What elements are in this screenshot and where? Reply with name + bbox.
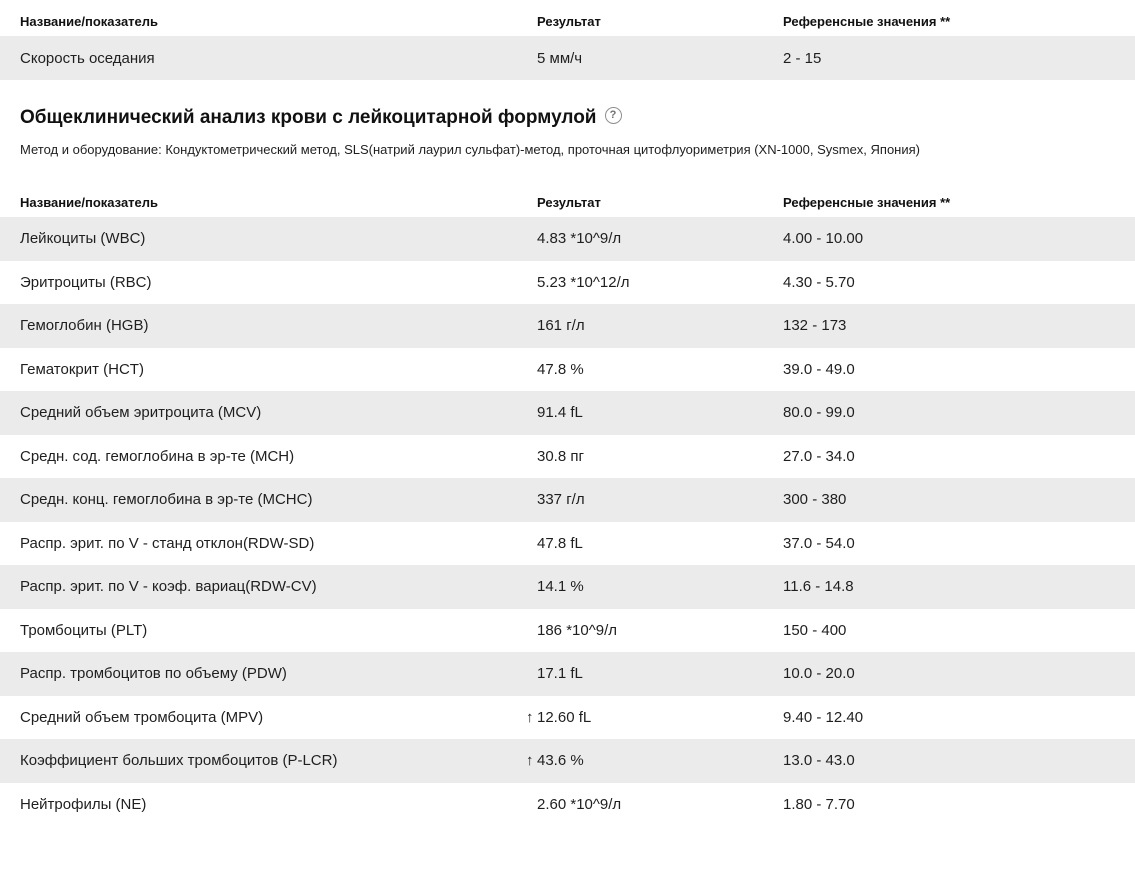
result-value: 5 мм/ч [537,50,783,67]
help-question-icon[interactable]: ? [604,106,622,124]
result-text: 337 г/л [537,491,585,509]
cbc-table-header-row: Название/показатель Результат Референсны… [0,181,1135,217]
method-description: Метод и оборудование: Кондуктометрически… [20,142,920,157]
result-value: 5.23 *10^12/л [537,274,783,291]
analyte-name: Скорость оседания [20,49,155,67]
table-row: Нейтрофилы (NE) 2.60 *10^9/л 1.80 - 7.70 [0,783,1135,827]
analyte-name: Гемоглобин (HGB) [20,317,149,335]
result-value: 186 *10^9/л [537,622,783,639]
result-value: ↑ 12.60 fL [526,708,783,726]
result-value: 4.83 *10^9/л [537,230,783,247]
reference-range: 37.0 - 54.0 [783,534,855,552]
reference-range: 11.6 - 14.8 [783,578,854,596]
result-text: 91.4 fL [537,404,583,422]
result-text: 47.8 % [537,360,584,378]
result-text: 30.8 пг [537,447,584,465]
result-value: 47.8 fL [537,535,783,552]
table-row: Распр. эрит. по V - станд отклон(RDW-SD)… [0,522,1135,566]
result-value: ↑ 43.6 % [526,752,783,770]
reference-range: 4.30 - 5.70 [783,273,855,291]
reference-range: 10.0 - 20.0 [783,665,855,683]
column-header-name: Название/показатель [20,14,159,29]
result-text: 5.23 *10^12/л [537,273,630,291]
result-value: 2.60 *10^9/л [537,796,783,813]
result-text: 161 г/л [537,317,585,335]
high-flag-arrow-icon: ↑ [526,708,534,726]
column-header-reference: Референсные значения ** [783,195,951,210]
table-row: Коэффициент больших тромбоцитов (P-LCR) … [0,739,1135,783]
table-row: Средний объем тромбоцита (MPV) ↑ 12.60 fL… [0,696,1135,740]
high-flag-arrow-icon: ↑ [526,752,534,770]
esr-table-body: Скорость оседания 5 мм/ч 2 - 15 [0,36,1135,80]
analyte-name: Гематокрит (HCT) [20,360,144,378]
table-row: Лейкоциты (WBC) 4.83 *10^9/л 4.00 - 10.0… [0,217,1135,261]
result-text: 4.83 *10^9/л [537,230,622,248]
table-row: Скорость оседания 5 мм/ч 2 - 15 [0,36,1135,80]
reference-range: 300 - 380 [783,491,847,509]
table-row: Эритроциты (RBC) 5.23 *10^12/л 4.30 - 5.… [0,261,1135,305]
result-text: 17.1 fL [537,665,583,683]
reference-range: 13.0 - 43.0 [783,752,855,770]
analyte-name: Эритроциты (RBC) [20,273,152,291]
column-header-result: Результат [537,195,601,210]
table-row: Тромбоциты (PLT) 186 *10^9/л 150 - 400 [0,609,1135,653]
analyte-name: Средний объем тромбоцита (MPV) [20,708,264,726]
analyte-name: Тромбоциты (PLT) [20,621,148,639]
reference-range: 27.0 - 34.0 [783,447,855,465]
analyte-name: Распр. тромбоцитов по объему (PDW) [20,665,287,683]
result-text: 12.60 fL [537,708,592,726]
reference-range: 9.40 - 12.40 [783,708,864,726]
result-value: 14.1 % [537,578,783,595]
analyte-name: Лейкоциты (WBC) [20,230,146,248]
table-row: Гематокрит (HCT) 47.8 % 39.0 - 49.0 [0,348,1135,392]
result-text: 47.8 fL [537,534,583,552]
column-header-result: Результат [537,14,601,29]
result-text: 14.1 % [537,578,584,596]
result-text: 43.6 % [537,752,584,770]
result-text: 2.60 *10^9/л [537,795,622,813]
analyte-name: Распр. эрит. по V - коэф. вариац(RDW-CV) [20,578,317,596]
table-row: Распр. тромбоцитов по объему (PDW) 17.1 … [0,652,1135,696]
esr-table: Название/показатель Результат Референсны… [0,0,1135,80]
result-text: 5 мм/ч [537,49,583,67]
section-title-row: Общеклинический анализ крови с лейкоцита… [20,106,1115,129]
analyte-name: Средн. конц. гемоглобина в эр-те (MCHC) [20,491,313,509]
result-value: 337 г/л [537,491,783,508]
result-value: 47.8 % [537,361,783,378]
cbc-table: Название/показатель Результат Референсны… [0,181,1135,826]
result-value: 30.8 пг [537,448,783,465]
analyte-name: Средний объем эритроцита (MCV) [20,404,262,422]
analyte-name: Нейтрофилы (NE) [20,795,147,813]
table-row: Гемоглобин (HGB) 161 г/л 132 - 173 [0,304,1135,348]
reference-range: 4.00 - 10.00 [783,230,864,248]
section-title: Общеклинический анализ крови с лейкоцита… [20,107,597,128]
result-value: 17.1 fL [537,665,783,682]
reference-range: 2 - 15 [783,49,822,67]
reference-range: 132 - 173 [783,317,847,335]
reference-range: 150 - 400 [783,621,847,639]
reference-range: 80.0 - 99.0 [783,404,855,422]
analyte-name: Коэффициент больших тромбоцитов (P-LCR) [20,752,338,770]
column-header-name: Название/показатель [20,195,159,210]
result-value: 91.4 fL [537,404,783,421]
analyte-name: Распр. эрит. по V - станд отклон(RDW-SD) [20,534,315,552]
table-row: Распр. эрит. по V - коэф. вариац(RDW-CV)… [0,565,1135,609]
table-row: Средн. конц. гемоглобина в эр-те (MCHC) … [0,478,1135,522]
reference-range: 39.0 - 49.0 [783,360,855,378]
column-header-reference: Референсные значения ** [783,14,951,29]
analyte-name: Средн. сод. гемоглобина в эр-те (MCH) [20,447,295,465]
cbc-table-body: Лейкоциты (WBC) 4.83 *10^9/л 4.00 - 10.0… [0,217,1135,826]
result-value: 161 г/л [537,317,783,334]
reference-range: 1.80 - 7.70 [783,795,855,813]
table-row: Средн. сод. гемоглобина в эр-те (MCH) 30… [0,435,1135,479]
esr-table-header-row: Название/показатель Результат Референсны… [0,0,1135,36]
table-row: Средний объем эритроцита (MCV) 91.4 fL 8… [0,391,1135,435]
result-text: 186 *10^9/л [537,621,618,639]
